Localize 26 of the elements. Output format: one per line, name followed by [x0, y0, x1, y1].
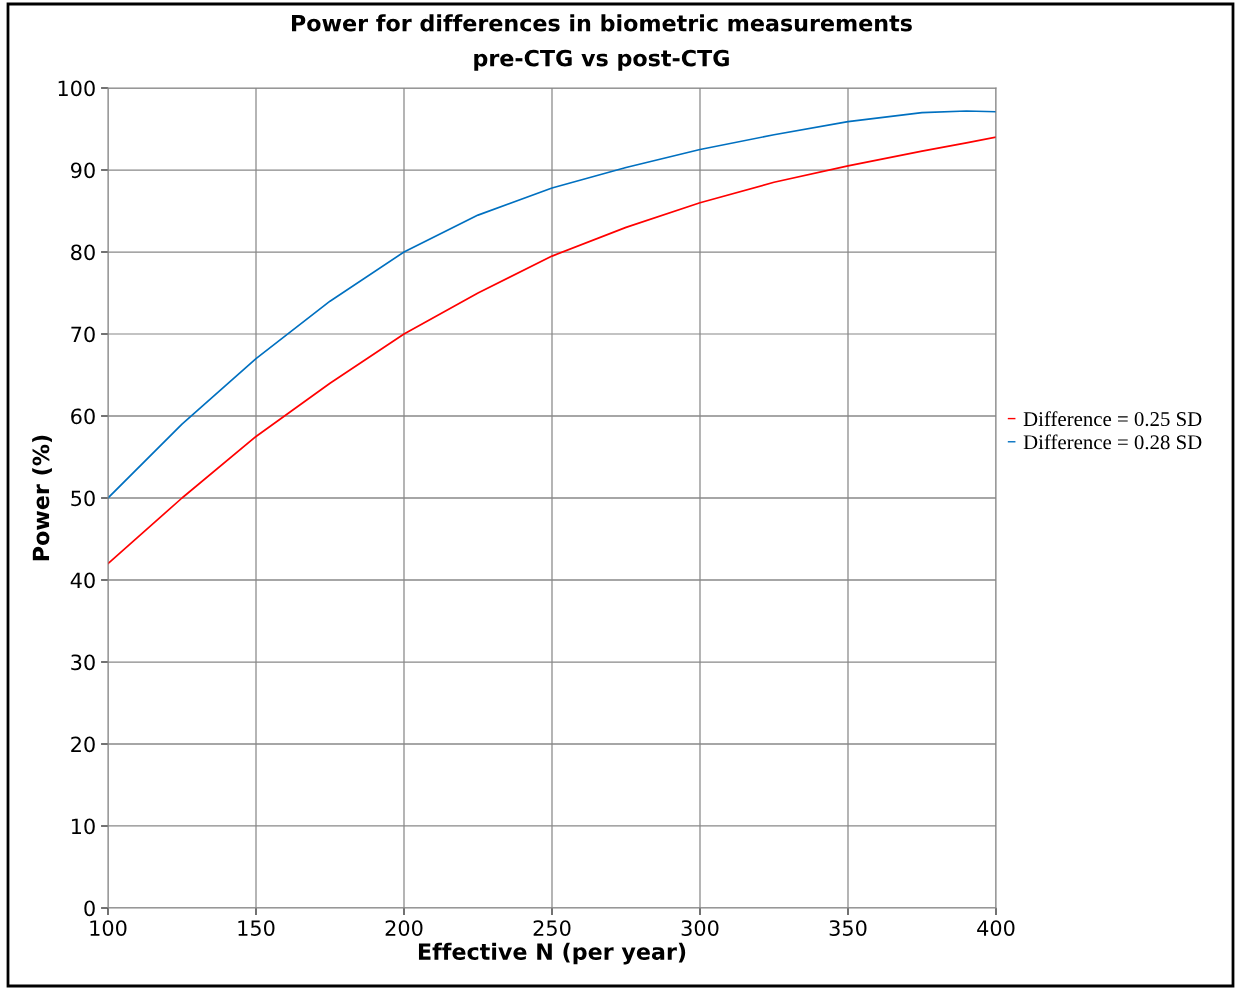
y-tick-label: 100 — [58, 80, 95, 97]
y-tick-label: 90 — [71, 162, 95, 179]
x-axis-title: Effective N (per year) — [418, 942, 686, 965]
y-tick-label: 0 — [84, 900, 95, 917]
y-tick-label: 20 — [71, 736, 95, 753]
legend-label: Difference = 0.28 SD — [1023, 434, 1202, 450]
x-tick-label: 250 — [533, 920, 571, 936]
y-axis-title: Power (%) — [32, 435, 52, 561]
y-tick-label: 60 — [71, 408, 95, 425]
x-tick-label: 300 — [681, 920, 719, 936]
y-tick-label: 70 — [71, 326, 95, 343]
y-tick-label: 40 — [70, 572, 95, 589]
y-tick-label: 10 — [71, 818, 95, 835]
line-series — [108, 136, 996, 565]
y-tick-label: 50 — [71, 490, 95, 507]
x-tick-label: 400 — [977, 920, 1015, 936]
x-tick-label: 100 — [90, 920, 127, 936]
x-tick-label: 150 — [238, 920, 275, 936]
y-tick-label: 80 — [71, 244, 95, 261]
x-tick-label: 350 — [829, 920, 867, 936]
legend-label: Difference = 0.25 SD — [1023, 411, 1202, 427]
chart-subtitle: pre-CTG vs post-CTG — [474, 49, 729, 71]
line-series — [108, 110, 996, 499]
chart-title: Power for differences in biometric measurements — [292, 14, 912, 32]
x-tick-label: 200 — [385, 920, 423, 936]
y-tick-label: 30 — [71, 654, 95, 671]
